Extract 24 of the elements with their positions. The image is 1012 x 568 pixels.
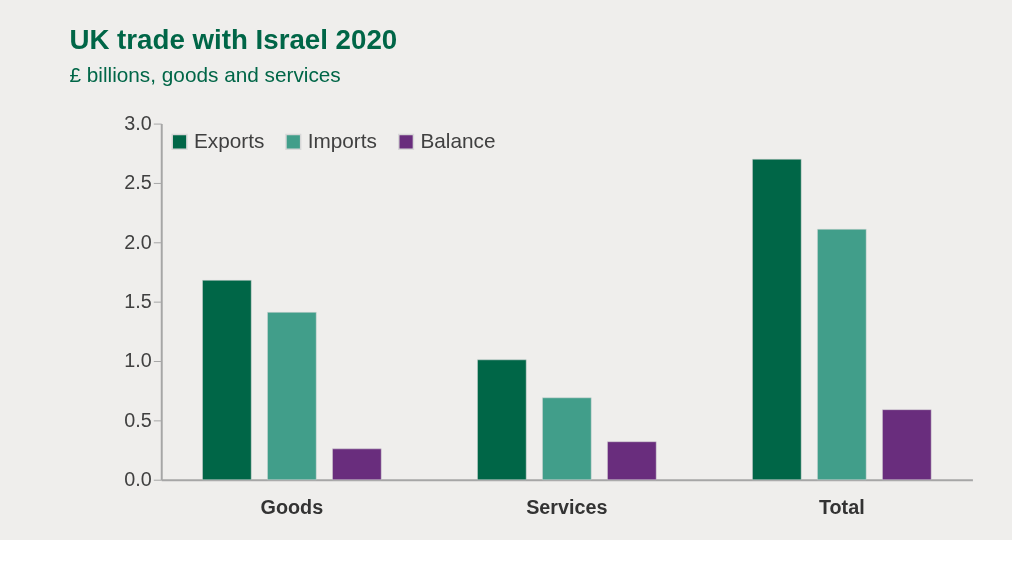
bar bbox=[817, 228, 867, 480]
y-tick-label: 1.0 bbox=[124, 349, 152, 372]
y-tick-label: 1.5 bbox=[124, 290, 152, 313]
bar bbox=[202, 280, 252, 480]
x-tick-label: Services bbox=[526, 495, 608, 518]
y-tick-label: 3.0 bbox=[124, 112, 152, 135]
y-tick-label: 2.5 bbox=[124, 171, 152, 194]
legend-label: Balance bbox=[420, 128, 496, 152]
x-tick-label: Goods bbox=[260, 495, 324, 518]
bar bbox=[332, 448, 382, 480]
bar bbox=[542, 397, 592, 480]
x-tick-label: Total bbox=[818, 495, 865, 518]
chart-title: UK trade with Israel 2020 bbox=[69, 24, 398, 56]
bar bbox=[882, 409, 932, 480]
bar bbox=[607, 441, 657, 480]
bar bbox=[752, 158, 802, 480]
y-tick-label: 0.5 bbox=[124, 408, 152, 431]
bar bbox=[267, 312, 317, 480]
bar bbox=[477, 359, 527, 480]
y-tick-label: 2.0 bbox=[124, 230, 152, 253]
legend-label: Exports bbox=[193, 128, 265, 152]
legend-label: Imports bbox=[307, 128, 377, 152]
chart-subtitle: £ billions, goods and services bbox=[69, 63, 341, 87]
y-tick-label: 0.0 bbox=[124, 468, 152, 491]
